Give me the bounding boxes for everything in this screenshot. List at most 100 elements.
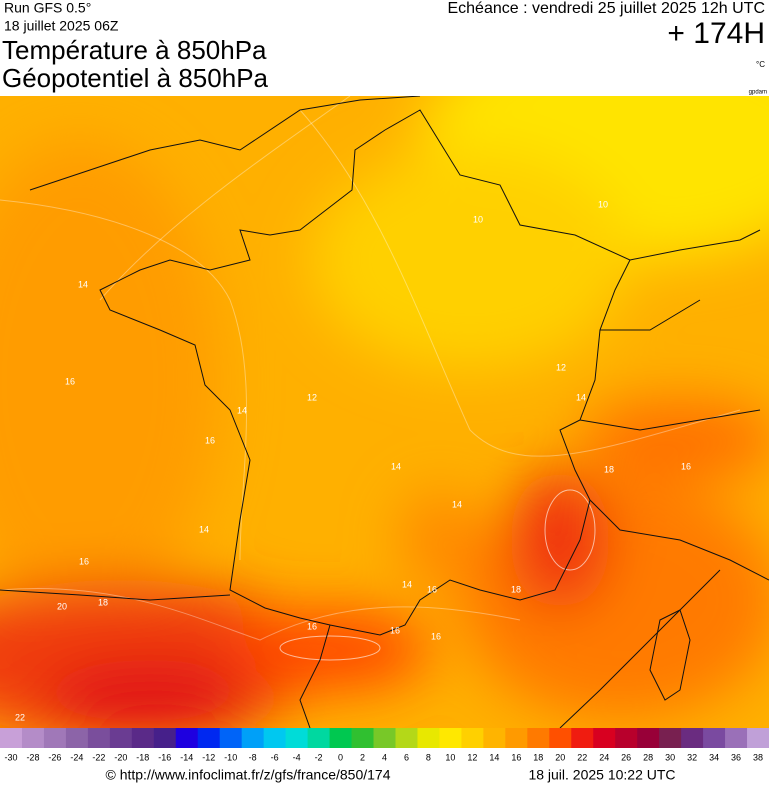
legend-swatch — [549, 728, 572, 748]
legend-tick-label: 18 — [533, 752, 543, 762]
legend-tick-label: 8 — [426, 752, 431, 762]
legend-swatch — [439, 728, 462, 748]
legend-swatch — [175, 728, 199, 748]
legend-swatch — [329, 728, 353, 748]
legend-tick-label: 20 — [555, 752, 565, 762]
legend-tick-label: -10 — [224, 752, 237, 762]
legend-tick-label: 30 — [665, 752, 675, 762]
legend-tick-label: 26 — [621, 752, 631, 762]
legend-swatch — [307, 728, 331, 748]
legend-tick-label: -18 — [136, 752, 149, 762]
legend-tick-label: -12 — [202, 752, 215, 762]
temperature-field — [0, 96, 769, 728]
legend-tick-label: -6 — [271, 752, 279, 762]
contour-label: 16 — [65, 376, 75, 386]
legend-tick-label: -24 — [70, 752, 83, 762]
contour-label: 16 — [427, 584, 437, 594]
legend-tick-label: 38 — [753, 752, 763, 762]
contour-label: 14 — [391, 461, 401, 471]
contour-label: 16 — [79, 556, 89, 566]
legend-tick-label: -20 — [114, 752, 127, 762]
corsica — [649, 609, 691, 701]
contour-label: 22 — [15, 712, 25, 722]
contour-label: 12 — [556, 362, 566, 372]
title-temperature: Température à 850hPa — [2, 35, 267, 65]
run-label: Run GFS 0.5° — [4, 0, 91, 16]
legend-swatch — [417, 728, 440, 748]
contour-label: 16 — [431, 631, 441, 641]
legend-swatch — [593, 728, 616, 748]
contour-label: 20 — [57, 601, 67, 611]
legend-swatch — [87, 728, 111, 748]
legend-tick-label: 14 — [489, 752, 499, 762]
coast-uk — [29, 96, 421, 191]
legend-swatch — [65, 728, 89, 748]
legend-tick-label: 6 — [404, 752, 409, 762]
legend-swatch — [0, 728, 23, 748]
contour-label: 18 — [511, 584, 521, 594]
legend-swatch — [263, 728, 287, 748]
valid-time: Echéance : vendredi 25 juillet 2025 12h … — [447, 0, 765, 17]
source-url: © http://www.infoclimat.fr/z/gfs/france/… — [106, 767, 391, 783]
legend-swatch — [505, 728, 528, 748]
color-legend: -30 -28 -26 -24 -22 -20 -18 -16 -14 -12 -10 -8 -6 -4-… — [0, 728, 769, 762]
legend-tick-label: -26 — [48, 752, 61, 762]
legend-swatch — [351, 728, 375, 748]
title-geopotential: Géopotentiel à 850hPa — [2, 63, 269, 93]
legend-swatch — [659, 728, 682, 748]
contour-label: 18 — [98, 597, 108, 607]
contour-label: 10 — [598, 199, 608, 209]
generated-time: 18 juil. 2025 10:22 UTC — [528, 767, 675, 783]
legend-swatch — [483, 728, 506, 748]
legend-swatch — [131, 728, 155, 748]
legend-tick-label: -16 — [158, 752, 171, 762]
legend-swatch — [21, 728, 45, 748]
legend-tick-label: -30 — [4, 752, 17, 762]
italy-border — [579, 229, 769, 581]
legend-tick-label: -14 — [180, 752, 193, 762]
legend-swatch — [285, 728, 309, 748]
legend-tick-label: 4 — [382, 752, 387, 762]
unit-label: °C — [756, 60, 765, 69]
legend-swatch — [241, 728, 265, 748]
legend-tick-label: 36 — [731, 752, 741, 762]
legend-swatch — [373, 728, 396, 748]
legend-tick-label: 12 — [467, 752, 477, 762]
contour-label: 14 — [237, 405, 247, 415]
legend-swatch — [219, 728, 243, 748]
run-date: 18 juillet 2025 06Z — [4, 18, 119, 34]
legend-swatch — [725, 728, 748, 748]
legend-swatch — [681, 728, 704, 748]
coast-spain — [0, 569, 721, 728]
legend-swatch — [395, 728, 418, 748]
lead-time: + 174H — [667, 17, 765, 50]
contour-label: 10 — [473, 214, 483, 224]
contour-label: 16 — [205, 435, 215, 445]
contour-label: 18 — [604, 464, 614, 474]
legend-swatch — [747, 728, 769, 748]
contour-label: 14 — [78, 279, 88, 289]
contour-label: 14 — [199, 524, 209, 534]
contour-label: 16 — [390, 625, 400, 635]
legend-tick-label: 32 — [687, 752, 697, 762]
legend-tick-label: 16 — [511, 752, 521, 762]
legend-tick-label: -4 — [293, 752, 301, 762]
legend-tick-label: 0 — [338, 752, 343, 762]
legend-tick-label: -8 — [249, 752, 257, 762]
contour-label: 14 — [402, 579, 412, 589]
legend-tick-label: 34 — [709, 752, 719, 762]
legend-tick-label: -2 — [315, 752, 323, 762]
contour-label: 14 — [452, 499, 462, 509]
legend-swatch — [197, 728, 221, 748]
legend-tick-label: 2 — [360, 752, 365, 762]
legend-tick-label: -22 — [92, 752, 105, 762]
contour-labels: 10 10 14 16 16 14 12 12 14 18 16 14 16 20 18 22 14 16 18 16… — [15, 199, 691, 722]
france-outline — [99, 109, 631, 636]
legend-tick-label: -28 — [26, 752, 39, 762]
contour-label: 14 — [576, 392, 586, 402]
legend-swatch — [153, 728, 177, 748]
legend-swatch — [615, 728, 638, 748]
legend-swatch — [527, 728, 550, 748]
legend-swatch — [637, 728, 660, 748]
legend-swatch — [461, 728, 484, 748]
